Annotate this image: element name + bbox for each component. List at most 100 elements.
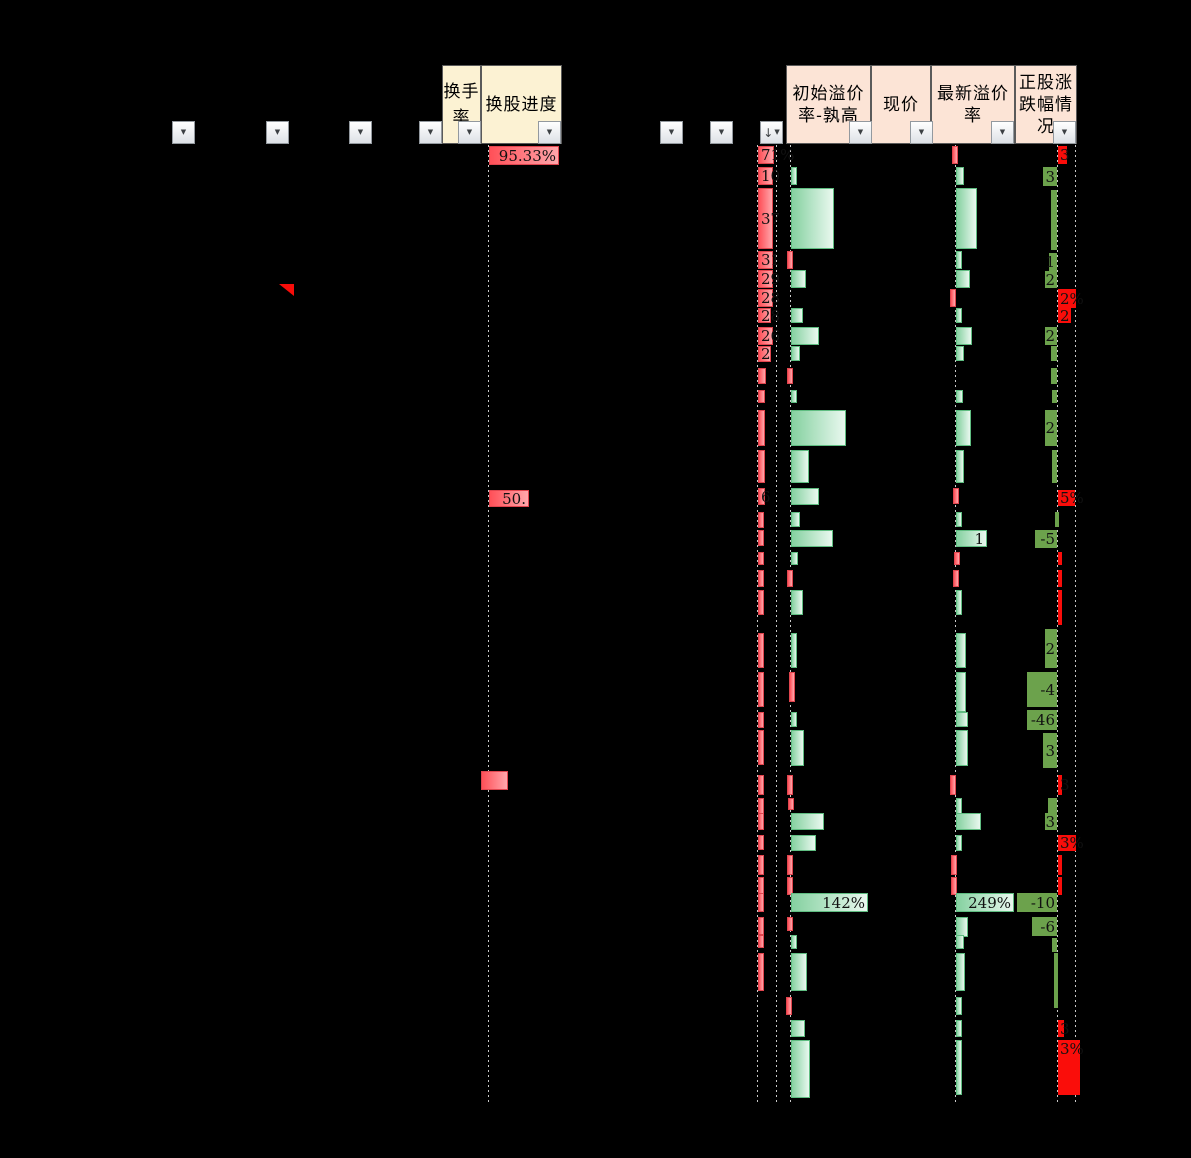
remaining-scale-bar <box>758 712 764 728</box>
column-header-label: 最新溢价率 <box>937 83 1009 126</box>
latest-premium-bar <box>956 450 964 483</box>
filter-dropdown-button[interactable]: ▼ <box>660 121 683 144</box>
remaining-scale-bar <box>758 935 764 948</box>
latest-premium-bar <box>956 997 962 1015</box>
initial-premium-bar <box>791 167 797 185</box>
dropdown-arrow-icon: ▼ <box>774 128 780 136</box>
initial-premium-bar <box>787 251 793 269</box>
latest-premium-bar <box>954 552 960 565</box>
filter-dropdown-button[interactable]: ▼ <box>458 121 481 144</box>
initial-premium-bar <box>791 730 804 766</box>
stock-change-bar: 3 <box>1043 167 1057 186</box>
initial-premium-bar <box>791 450 809 483</box>
latest-premium-bar <box>956 590 962 615</box>
stock-change-bar: 2% <box>1058 289 1084 308</box>
latest-premium-bar <box>950 775 956 795</box>
initial-premium-bar <box>791 188 834 249</box>
column-header-label: 现价 <box>883 94 919 115</box>
remaining-scale-bar <box>758 450 765 483</box>
stock-change-bar: -46 <box>1027 710 1057 730</box>
filter-dropdown-button[interactable]: ▼ <box>710 121 733 144</box>
stock-change-bar: 3 <box>1058 775 1070 795</box>
remaining-scale-bar <box>758 633 764 668</box>
remaining-scale-bar <box>758 798 764 814</box>
latest-premium-bar <box>956 1040 962 1095</box>
filter-dropdown-button[interactable]: ▼ <box>1053 121 1076 144</box>
filter-dropdown-button[interactable]: ▼ <box>538 121 561 144</box>
initial-premium-bar <box>787 775 793 795</box>
latest-premium-bar <box>951 877 957 895</box>
column-guide-line <box>776 145 777 1103</box>
remaining-scale-bar <box>758 552 764 565</box>
stock-change-bar: 1 <box>1045 253 1057 271</box>
latest-premium-bar <box>956 410 971 446</box>
filter-dropdown-button[interactable]: ▼ <box>849 121 872 144</box>
column-header-label: 初始溢价率-孰高 <box>792 83 865 126</box>
filter-dropdown-button[interactable]: ▼ <box>172 121 195 144</box>
initial-premium-bar <box>791 530 833 547</box>
dropdown-arrow-icon: ▼ <box>427 128 434 136</box>
remaining-scale-bar: 2 <box>758 345 771 363</box>
remaining-scale-bar <box>758 775 764 795</box>
latest-premium-bar <box>952 146 958 164</box>
initial-premium-bar <box>791 1040 810 1098</box>
latest-premium-bar: 1 <box>956 530 987 548</box>
latest-premium-bar <box>953 488 959 504</box>
remaining-scale-bar: 28 <box>758 289 780 307</box>
initial-premium-bar <box>789 672 795 702</box>
latest-premium-bar <box>956 672 966 712</box>
initial-premium-bar <box>787 570 793 587</box>
latest-premium-bar <box>951 855 957 875</box>
filter-dropdown-button[interactable]: ▼ <box>266 121 289 144</box>
column-guide-line <box>1075 145 1076 1103</box>
stock-change-bar: -4 <box>1027 672 1057 707</box>
latest-premium-bar <box>956 390 963 403</box>
remaining-scale-bar <box>758 893 764 912</box>
stock-change-bar <box>1052 938 1057 952</box>
latest-premium-bar <box>956 167 964 185</box>
remaining-scale-bar <box>758 410 765 446</box>
stock-change-bar <box>1051 190 1057 250</box>
dropdown-arrow-icon: ▼ <box>274 128 281 136</box>
filter-dropdown-button[interactable]: ▼ <box>419 121 442 144</box>
dropdown-arrow-icon: ▼ <box>918 128 925 136</box>
remaining-scale-bar: 31 <box>758 251 780 269</box>
initial-premium-bar <box>791 308 803 323</box>
initial-premium-bar <box>791 590 803 615</box>
latest-premium-bar <box>956 251 962 269</box>
initial-premium-bar <box>791 813 824 830</box>
stock-change-bar: 5% <box>1058 489 1084 507</box>
stock-change-bar <box>1058 590 1062 615</box>
column-header-label: 正股涨跌幅情况 <box>1019 72 1073 137</box>
stock-change-bar <box>1052 450 1057 483</box>
stock-change-bar: 3 <box>1043 733 1057 768</box>
filter-dropdown-sorted-button[interactable]: ↓ ▼ <box>760 121 783 144</box>
stock-change-bar: 2 <box>1058 306 1071 325</box>
remaining-scale-bar <box>758 855 764 875</box>
conversion-progress-bar: 50. <box>489 490 529 508</box>
initial-premium-bar <box>791 835 816 851</box>
dropdown-arrow-icon: ▼ <box>357 128 364 136</box>
filter-dropdown-button[interactable]: ▼ <box>349 121 372 144</box>
stock-change-bar: 2 <box>1045 327 1057 345</box>
remaining-scale-bar <box>758 512 764 528</box>
latest-premium-bar <box>956 953 965 991</box>
stock-change-bar <box>1058 877 1062 895</box>
initial-premium-bar <box>791 935 797 949</box>
stock-change-bar: 3 <box>1058 146 1070 164</box>
remaining-scale-bar <box>758 368 766 384</box>
latest-premium-bar <box>956 188 977 249</box>
stock-change-bar <box>1055 512 1059 527</box>
column-header-conversion-progress: 换股进度 <box>481 65 562 144</box>
conversion-progress-bar: 95.33% <box>489 146 559 165</box>
filter-dropdown-button[interactable]: ▼ <box>910 121 933 144</box>
remaining-scale-bar: 6 <box>758 488 771 506</box>
latest-premium-bar <box>956 730 968 766</box>
remaining-scale-bar: 29 <box>758 270 780 288</box>
latest-premium-bar <box>950 289 956 307</box>
filter-dropdown-button[interactable]: ▼ <box>991 121 1014 144</box>
stock-change-bar <box>1054 953 1058 1008</box>
latest-premium-bar <box>956 917 968 937</box>
remaining-scale-bar <box>758 917 764 935</box>
latest-premium-bar <box>956 633 966 668</box>
